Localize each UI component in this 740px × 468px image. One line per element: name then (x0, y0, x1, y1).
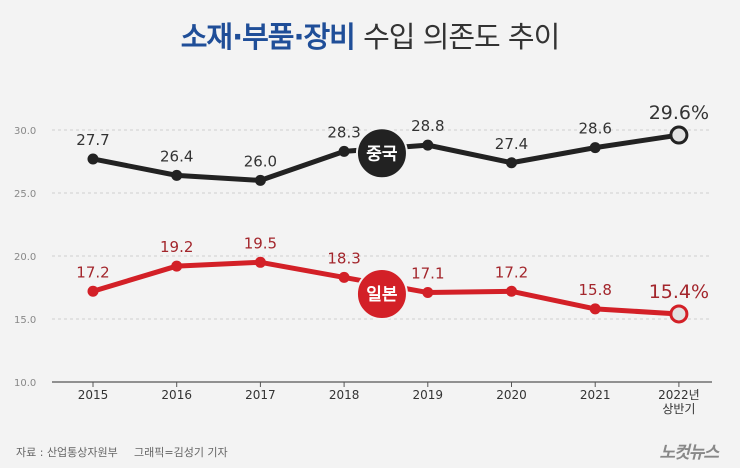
data-point-china (589, 142, 601, 154)
x-tick-label: 2019 (413, 388, 444, 402)
series-badge-china (355, 127, 408, 180)
data-label-japan: 15.8 (578, 281, 611, 299)
data-label-japan: 17.2 (495, 263, 528, 281)
data-point-china (87, 153, 99, 165)
x-tick-label: 2021 (580, 388, 611, 402)
y-tick-label: 15.0 (14, 315, 36, 326)
series-badge-label-china: 중국 (366, 144, 398, 164)
data-label-japan: 19.2 (160, 238, 193, 256)
data-point-china (254, 174, 266, 186)
data-point-japan (589, 303, 601, 315)
data-label-china: 28.3 (327, 123, 360, 141)
x-tick-label: 2015 (78, 388, 109, 402)
x-tick-label: 2016 (161, 388, 192, 402)
data-point-japan (254, 256, 266, 268)
x-tick-label: 2017 (245, 388, 276, 402)
x-tick-label: 2020 (496, 388, 527, 402)
x-tick-label: 2018 (329, 388, 360, 402)
data-point-japan (422, 287, 434, 299)
data-label-china: 26.0 (244, 152, 277, 170)
chart-title: 소재·부품·장비 수입 의존도 추이 (0, 14, 740, 56)
data-label-china: 27.7 (76, 131, 109, 149)
title-rest: 수입 의존도 추이 (363, 20, 560, 54)
data-label-japan: 19.5 (244, 234, 277, 252)
graphic-credit: 그래픽=김성기 기자 (134, 446, 228, 459)
data-label-japan: 17.1 (411, 265, 444, 283)
data-label-japan: 17.2 (76, 263, 109, 281)
y-tick-label: 30.0 (14, 126, 36, 137)
data-point-china (171, 169, 183, 181)
source-note: 자료 : 산업통상자원부 (16, 446, 118, 459)
y-tick-label: 25.0 (14, 189, 36, 200)
data-point-china (422, 139, 434, 151)
data-label-japan: 18.3 (327, 249, 360, 267)
data-point-japan (338, 271, 350, 283)
publisher-logo: 노컷뉴스 (659, 443, 719, 463)
data-label-china: 26.4 (160, 147, 193, 165)
y-tick-label: 20.0 (14, 252, 36, 263)
title-highlight: 소재·부품·장비 (180, 20, 356, 54)
data-point-china (506, 157, 517, 169)
data-label-china: 28.8 (411, 117, 444, 135)
data-point-china (669, 125, 689, 145)
data-label-china: 28.6 (578, 120, 611, 138)
data-point-japan (171, 260, 183, 272)
data-point-japan (669, 304, 689, 324)
data-label-china: 27.4 (495, 135, 528, 153)
data-label-china: 29.6% (649, 102, 709, 124)
y-tick-label: 10.0 (14, 378, 36, 389)
x-tick-label: 2022년 (658, 388, 700, 402)
series-badge-japan (355, 267, 408, 320)
data-point-china (338, 145, 350, 157)
series-badge-label-japan: 일본 (366, 285, 398, 305)
x-tick-label: 상반기 (662, 402, 695, 416)
data-label-japan: 15.4% (649, 281, 709, 303)
data-point-japan (87, 285, 99, 297)
data-point-japan (506, 285, 517, 297)
